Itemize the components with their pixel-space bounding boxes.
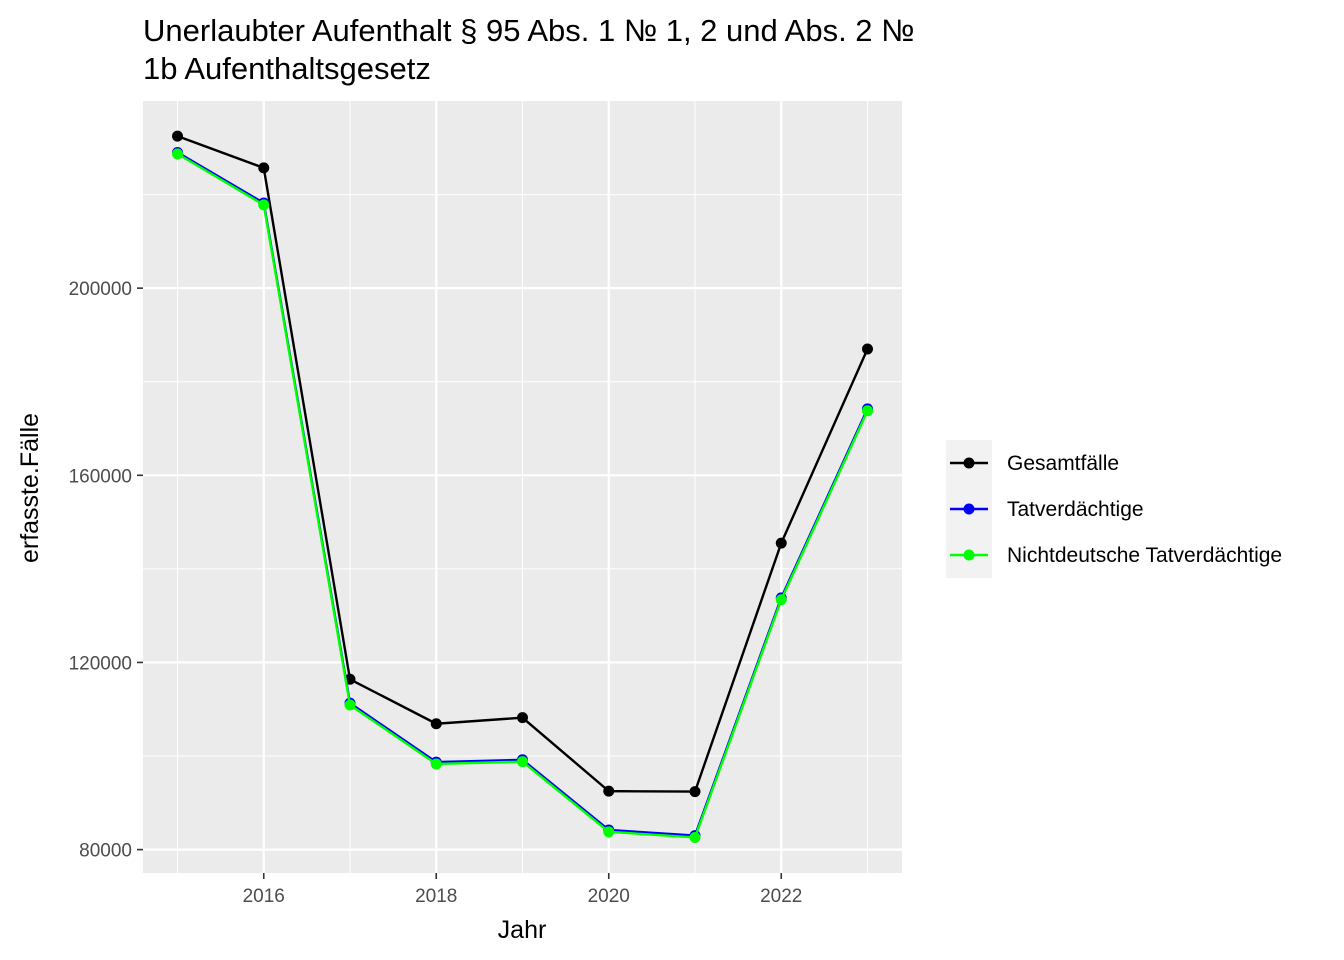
grid-lines bbox=[143, 101, 902, 873]
data-point bbox=[689, 786, 701, 798]
y-tick-label: 160000 bbox=[69, 466, 132, 487]
legend-label: Nichtdeutsche Tatverdächtige bbox=[1007, 544, 1282, 567]
data-point bbox=[517, 712, 528, 724]
y-axis-title: erfasste.Fälle bbox=[16, 413, 44, 563]
y-tick-label: 200000 bbox=[69, 279, 132, 300]
x-tick-label: 2020 bbox=[588, 886, 630, 907]
chart-title: Unerlaubter Aufenthalt § 95 Abs. 1 № 1, … bbox=[143, 13, 914, 86]
y-tick-label: 120000 bbox=[69, 653, 132, 674]
x-axis: 2016 2018 2020 2022 bbox=[243, 873, 802, 907]
data-point bbox=[862, 343, 873, 355]
x-axis-title: Jahr bbox=[498, 916, 547, 944]
data-point bbox=[603, 826, 615, 838]
data-point bbox=[689, 831, 701, 843]
data-point bbox=[775, 537, 787, 549]
legend-item: Gesamtfälle bbox=[950, 452, 1119, 475]
legend: Gesamtfälle Tatverdächtige Nichtdeutsche T… bbox=[946, 440, 1282, 578]
data-point bbox=[430, 718, 442, 730]
x-tick-label: 2016 bbox=[243, 886, 285, 907]
data-point bbox=[344, 699, 356, 711]
legend-item: Nichtdeutsche Tatverdächtige bbox=[950, 544, 1282, 567]
legend-item: Tatverdächtige bbox=[950, 498, 1144, 521]
data-point bbox=[172, 148, 183, 160]
data-point bbox=[172, 130, 183, 142]
legend-key-point bbox=[963, 503, 975, 515]
data-point bbox=[258, 199, 270, 211]
data-point bbox=[775, 594, 787, 606]
data-point bbox=[517, 756, 528, 768]
legend-label: Gesamtfälle bbox=[1007, 452, 1119, 475]
legend-key-point bbox=[963, 457, 975, 469]
legend-label: Tatverdächtige bbox=[1007, 498, 1144, 521]
data-point bbox=[430, 758, 442, 770]
x-tick-label: 2018 bbox=[415, 886, 457, 907]
data-point bbox=[862, 405, 873, 417]
legend-key-point bbox=[963, 549, 975, 561]
series-3 bbox=[172, 148, 873, 843]
series-1 bbox=[172, 130, 873, 798]
y-axis: 80000 120000 160000 200000 bbox=[69, 279, 143, 862]
data-point bbox=[603, 785, 615, 797]
y-tick-label: 80000 bbox=[79, 841, 132, 862]
series-layer bbox=[172, 130, 873, 843]
chart-title-line-1: Unerlaubter Aufenthalt § 95 Abs. 1 № 1, … bbox=[143, 13, 914, 48]
data-point bbox=[258, 162, 270, 174]
chart-title-line-2: 1b Aufenthaltsgesetz bbox=[143, 51, 431, 86]
x-tick-label: 2022 bbox=[760, 886, 802, 907]
